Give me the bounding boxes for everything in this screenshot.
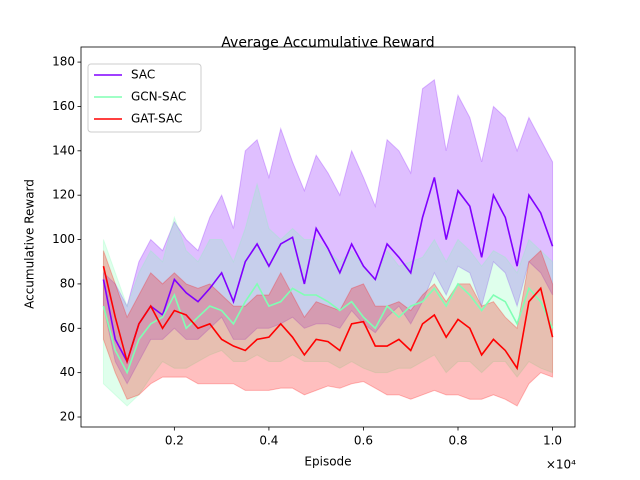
plot-frame: [80, 46, 576, 428]
y-tick-label: 40: [60, 365, 75, 379]
x-axis-label: Episode: [304, 455, 351, 469]
chart-title: Average Accumulative Reward: [221, 35, 434, 51]
y-tick-label: 120: [52, 188, 75, 202]
legend-label: GAT-SAC: [131, 112, 182, 126]
y-tick-label: 180: [52, 55, 75, 69]
y-tick-label: 20: [60, 410, 75, 424]
y-tick-label: 140: [52, 143, 75, 157]
x-tick-label: 0.2: [165, 434, 184, 448]
confidence-band: [102, 182, 554, 407]
y-tick-label: 80: [60, 276, 75, 290]
y-tick-label: 60: [60, 321, 75, 335]
x-tick-label: 0.8: [448, 434, 467, 448]
x-tick-label: 1.0: [543, 434, 562, 448]
legend-box: [87, 63, 202, 133]
series-line: [102, 265, 554, 371]
confidence-band: [102, 249, 554, 407]
x-tick-label: 0.4: [259, 434, 278, 448]
legend-label: GCN-SAC: [131, 90, 186, 104]
x-offset-label: ×10⁴: [546, 458, 576, 472]
series-line: [102, 177, 554, 364]
y-tick-label: 160: [52, 99, 75, 113]
y-tick-label: 100: [52, 232, 75, 246]
legend-label: SAC: [131, 68, 155, 82]
x-tick-label: 0.6: [354, 434, 373, 448]
y-axis-label: Accumulative Reward: [23, 179, 37, 309]
series-line: [102, 282, 554, 375]
